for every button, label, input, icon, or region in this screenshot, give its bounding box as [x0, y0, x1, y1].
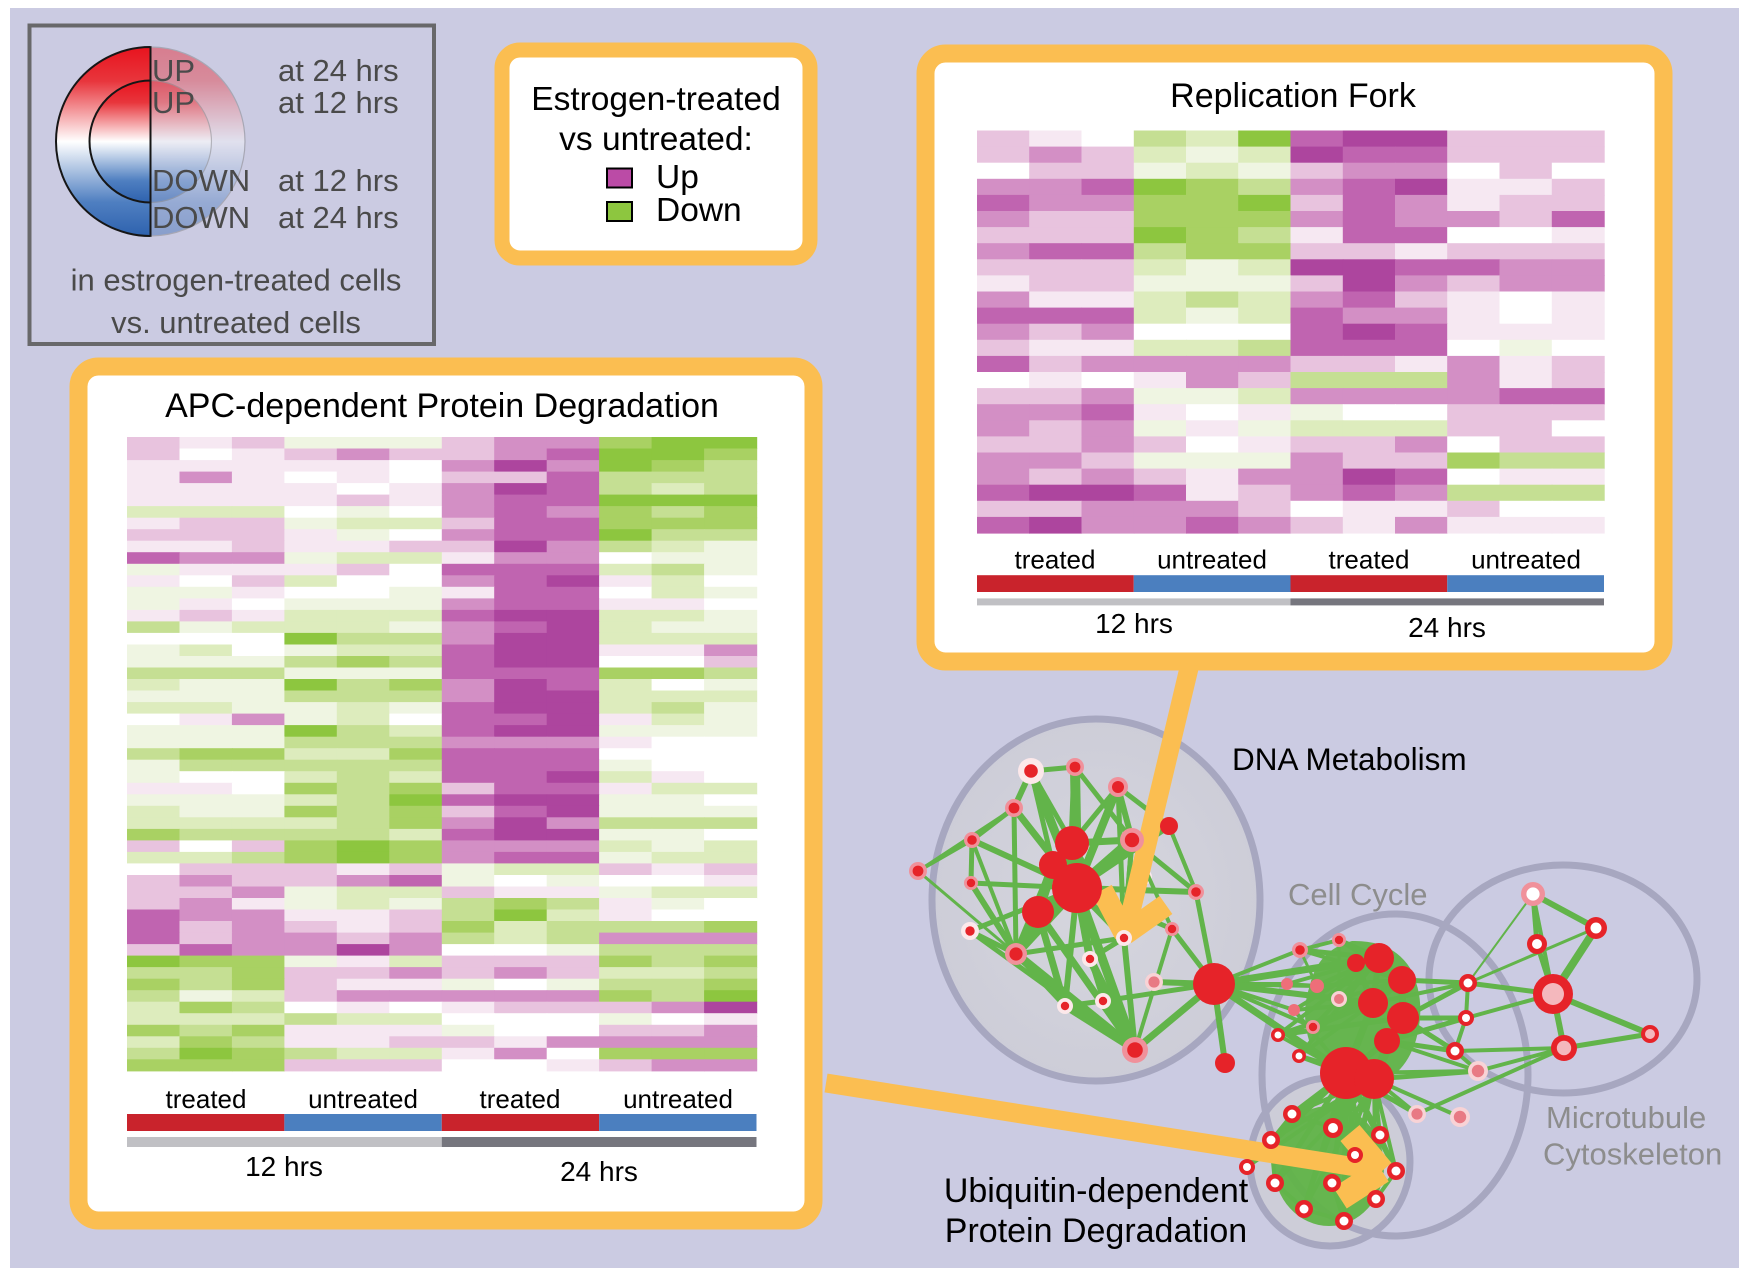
- svg-text:treated: treated: [166, 1084, 247, 1114]
- svg-text:DNA Metabolism: DNA Metabolism: [1232, 741, 1467, 777]
- svg-text:UP: UP: [152, 85, 195, 120]
- svg-text:Cell Cycle: Cell Cycle: [1288, 877, 1428, 912]
- svg-text:Ubiquitin-dependent: Ubiquitin-dependent: [944, 1172, 1249, 1210]
- svg-text:untreated: untreated: [1157, 545, 1267, 575]
- svg-text:12 hrs: 12 hrs: [1095, 608, 1173, 639]
- svg-text:at 24 hrs: at 24 hrs: [278, 53, 399, 88]
- svg-text:Cytoskeleton: Cytoskeleton: [1543, 1137, 1722, 1172]
- svg-text:Microtubule: Microtubule: [1546, 1100, 1706, 1135]
- svg-text:APC-dependent Protein Degradat: APC-dependent Protein Degradation: [165, 387, 719, 425]
- svg-text:treated: treated: [1015, 545, 1096, 575]
- svg-text:Down: Down: [656, 192, 742, 229]
- svg-text:Replication Fork: Replication Fork: [1170, 77, 1417, 115]
- svg-text:DOWN: DOWN: [152, 163, 250, 198]
- svg-text:UP: UP: [152, 53, 195, 88]
- svg-text:at 12 hrs: at 12 hrs: [278, 85, 399, 120]
- svg-text:untreated: untreated: [623, 1084, 733, 1114]
- svg-text:vs. untreated cells: vs. untreated cells: [111, 305, 361, 340]
- svg-text:treated: treated: [480, 1084, 561, 1114]
- svg-text:in estrogen-treated cells: in estrogen-treated cells: [71, 263, 402, 298]
- svg-text:Protein Degradation: Protein Degradation: [945, 1212, 1247, 1250]
- svg-text:24 hrs: 24 hrs: [560, 1156, 638, 1187]
- svg-text:treated: treated: [1329, 545, 1410, 575]
- svg-text:at 12 hrs: at 12 hrs: [278, 163, 399, 198]
- svg-text:untreated: untreated: [1471, 545, 1581, 575]
- svg-text:DOWN: DOWN: [152, 200, 250, 235]
- svg-text:vs untreated:: vs untreated:: [559, 121, 753, 158]
- svg-text:at 24 hrs: at 24 hrs: [278, 200, 399, 235]
- svg-text:Up: Up: [656, 159, 699, 196]
- svg-text:untreated: untreated: [308, 1084, 418, 1114]
- svg-text:12 hrs: 12 hrs: [245, 1151, 323, 1182]
- svg-text:Estrogen-treated: Estrogen-treated: [531, 81, 781, 118]
- svg-text:24 hrs: 24 hrs: [1408, 612, 1486, 643]
